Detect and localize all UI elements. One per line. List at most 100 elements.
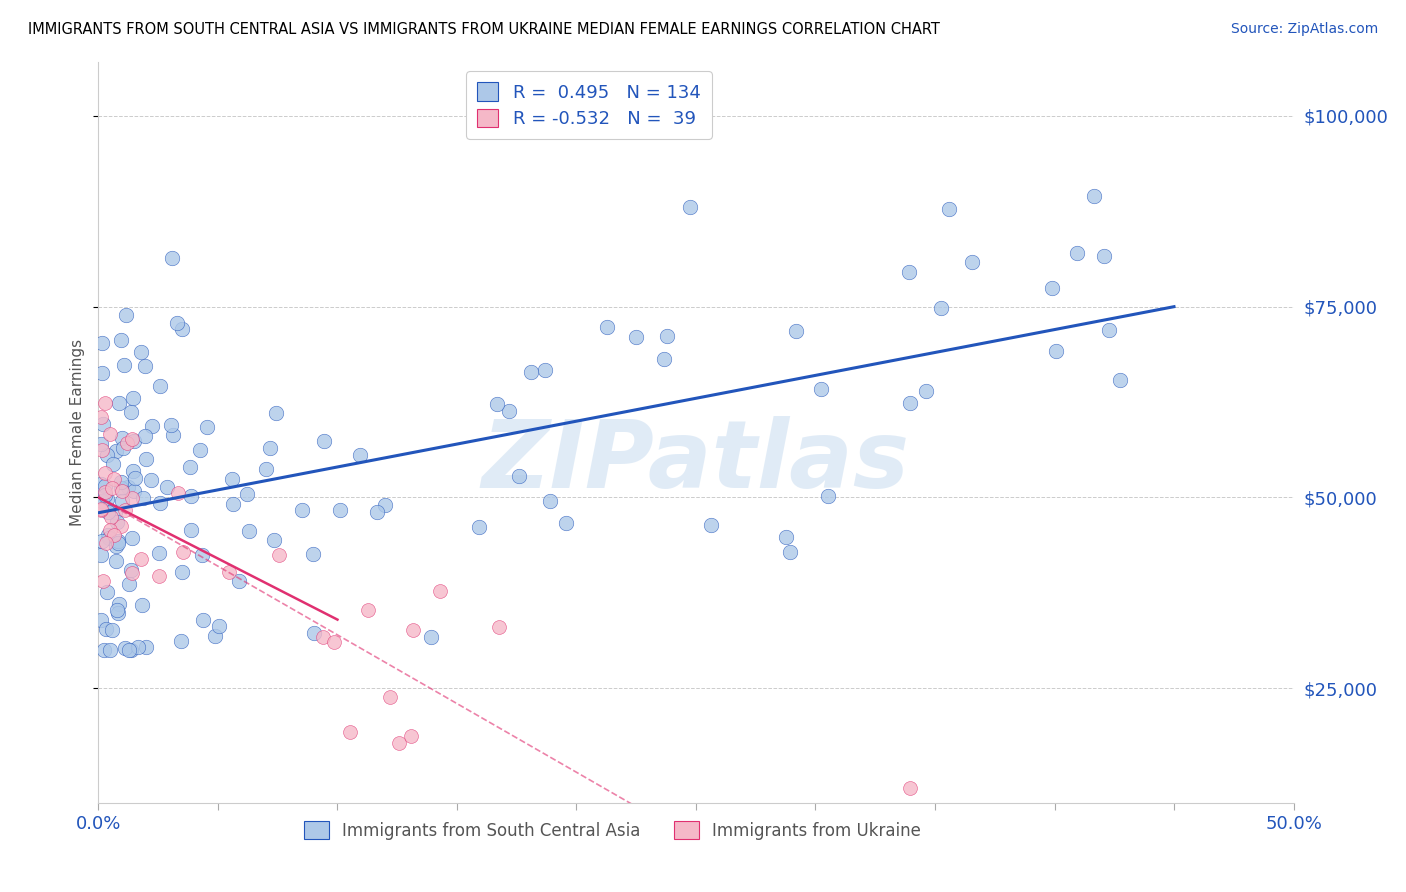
Point (97, 528, 120, 542)
Point (429, 583, 451, 598)
Point (172, 565, 194, 579)
Legend: Immigrants from South Central Asia, Immigrants from Ukraine: Immigrants from South Central Asia, Immi… (297, 814, 928, 847)
Point (195, 420, 218, 434)
Text: Source: ZipAtlas.com: Source: ZipAtlas.com (1230, 22, 1378, 37)
Point (104, 505, 127, 519)
Point (114, 358, 136, 372)
Point (291, 502, 314, 516)
Text: IMMIGRANTS FROM SOUTH CENTRAL ASIA VS IMMIGRANTS FROM UKRAINE MEDIAN FEMALE EARN: IMMIGRANTS FROM SOUTH CENTRAL ASIA VS IM… (28, 22, 941, 37)
Point (180, 523, 202, 537)
Point (700, 518, 723, 533)
Point (399, 729, 422, 743)
Point (938, 202, 960, 216)
Point (97, 505, 120, 519)
Point (90, 533, 112, 548)
Point (228, 574, 250, 588)
Point (929, 301, 952, 316)
Point (374, 498, 396, 512)
Point (98, 643, 121, 657)
Point (100, 509, 122, 524)
Point (90, 409, 112, 424)
Point (105, 515, 128, 529)
Point (312, 630, 335, 644)
Point (302, 547, 325, 561)
Point (111, 483, 134, 498)
Point (98, 427, 121, 442)
Point (91, 417, 114, 432)
Point (120, 405, 142, 419)
Point (236, 487, 259, 501)
Point (110, 475, 132, 489)
Point (135, 451, 157, 466)
Point (96, 584, 118, 599)
Point (817, 489, 839, 503)
Point (339, 725, 361, 739)
Point (1045, 343, 1067, 358)
Point (267, 548, 290, 562)
Point (107, 536, 129, 550)
Point (100, 481, 122, 495)
Point (624, 330, 647, 344)
Point (120, 564, 142, 578)
Point (131, 599, 153, 613)
Point (191, 548, 214, 562)
Point (114, 640, 136, 655)
Point (124, 471, 146, 485)
Point (101, 623, 124, 637)
Point (259, 441, 281, 455)
Point (132, 491, 155, 506)
Point (533, 363, 555, 377)
Point (349, 448, 371, 462)
Point (488, 620, 510, 634)
Point (114, 503, 136, 517)
Point (98, 523, 121, 537)
Point (107, 603, 129, 617)
Point (156, 480, 179, 494)
Point (1083, 189, 1105, 203)
Point (160, 418, 183, 433)
Point (107, 534, 129, 549)
Point (1098, 323, 1121, 337)
Point (110, 333, 132, 347)
Point (388, 736, 411, 750)
Point (118, 577, 141, 591)
Point (90, 502, 112, 516)
Text: ZIPatlas: ZIPatlas (482, 417, 910, 508)
Point (93, 574, 115, 588)
Point (169, 633, 191, 648)
Point (655, 328, 678, 343)
Point (520, 365, 543, 379)
Point (122, 464, 145, 478)
Point (1066, 245, 1088, 260)
Point (135, 640, 157, 654)
Point (538, 494, 561, 508)
Point (162, 252, 184, 266)
Point (1108, 373, 1130, 387)
Point (127, 640, 149, 654)
Point (134, 359, 156, 373)
Point (208, 619, 231, 633)
Point (167, 486, 190, 500)
Point (121, 491, 143, 505)
Point (329, 503, 352, 517)
Point (191, 613, 214, 627)
Point (779, 545, 801, 559)
Point (115, 435, 138, 450)
Point (218, 565, 240, 579)
Point (149, 379, 172, 393)
Point (420, 630, 443, 644)
Point (94, 479, 117, 493)
Point (188, 442, 211, 457)
Point (322, 634, 344, 648)
Point (118, 643, 141, 657)
Point (179, 459, 201, 474)
Point (810, 382, 832, 396)
Point (129, 345, 152, 359)
Point (555, 516, 578, 530)
Point (90, 503, 112, 517)
Point (357, 603, 380, 617)
Point (111, 431, 134, 445)
Point (107, 606, 129, 620)
Point (94, 485, 117, 500)
Point (652, 351, 675, 366)
